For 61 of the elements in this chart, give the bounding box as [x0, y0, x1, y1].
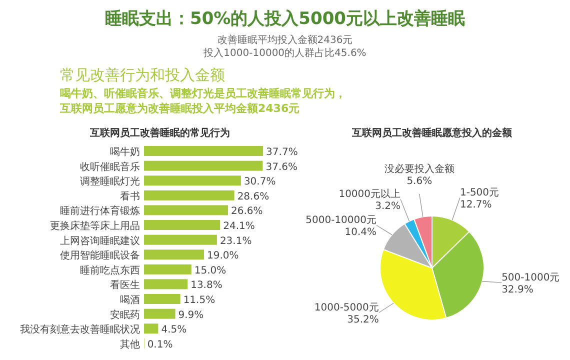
y-tick-label: 调整睡眠灯光 [80, 176, 140, 188]
data-label: 11.5% [183, 295, 216, 306]
data-label: 37.7% [266, 147, 298, 158]
slice-label: 5000-10000元 [306, 215, 377, 226]
slice-label: 10000元以上 [338, 188, 401, 200]
bar [144, 220, 220, 230]
y-tick-label: 喝酒 [120, 294, 140, 306]
slice-label: 1-500元 [460, 188, 500, 199]
data-label: 9.9% [178, 310, 204, 321]
text: 互联网员工愿意为改善睡眠投入平均金额2436元 [59, 102, 300, 115]
data-label: 30.7% [244, 176, 276, 188]
bar [144, 146, 264, 156]
bar [144, 205, 228, 216]
data-label: 12.7% [460, 200, 492, 211]
y-tick-label: 收听催眠音乐 [80, 160, 140, 173]
bar [144, 308, 176, 319]
data-label: 3.2% [375, 201, 401, 212]
bar [144, 160, 263, 171]
chart-title: 互联网员工改善睡眠愿意投入的金额 [351, 127, 513, 139]
text: 睡眠支出：50%的人投入5000元以上改善睡眠 [104, 8, 466, 29]
bar [144, 250, 204, 260]
bar [144, 190, 234, 200]
y-tick-label: 看书 [120, 190, 140, 202]
y-tick-label: 安眠药 [110, 308, 140, 321]
data-label: 10.4% [344, 227, 377, 238]
data-label: 19.0% [207, 250, 239, 262]
bar [144, 176, 241, 186]
data-label: 0.1% [147, 339, 173, 350]
data-label: 26.6% [231, 206, 263, 218]
y-tick-label: 看医生 [110, 279, 140, 292]
text: 改善睡眠平均投入金额2436元 [217, 34, 353, 46]
y-tick-label: 睡前进行体育锻炼 [60, 205, 140, 218]
bar [144, 324, 158, 334]
bar [144, 279, 188, 290]
data-label: 13.8% [190, 280, 222, 292]
data-label: 32.9% [502, 284, 534, 296]
data-label: 5.6% [406, 176, 432, 187]
slice-label: 500-1000元 [502, 272, 560, 284]
y-tick-label: 我没有刻意去改善睡眠状况 [20, 324, 140, 336]
slice-label: 1000-5000元 [314, 302, 379, 314]
data-label: 4.5% [161, 324, 187, 336]
data-label: 37.6% [266, 162, 298, 173]
y-tick-label: 喝牛奶 [110, 146, 140, 158]
bar [144, 294, 180, 304]
text: 常见改善行为和投入金额 [60, 66, 225, 84]
y-tick-label: 更换床垫等床上用品 [50, 220, 140, 232]
bar [144, 234, 217, 245]
y-tick-label: 上网咨询睡眠建议 [60, 234, 140, 247]
y-tick-label: 使用智能睡眠设备 [60, 250, 140, 262]
y-tick-label: 其他 [120, 338, 140, 350]
data-label: 24.1% [223, 221, 255, 232]
data-label: 23.1% [220, 236, 252, 247]
chart-title: 互联网员工改善睡眠的常见行为 [89, 127, 230, 139]
text: 喝牛奶、听催眠音乐、调整灯光是员工改善睡眠常见行为， [60, 87, 346, 100]
data-label: 28.6% [237, 191, 270, 202]
data-label: 15.0% [194, 265, 226, 276]
slice-label: 没必要投入金额 [384, 163, 454, 175]
bar [144, 264, 192, 274]
text: 投入1000-10000的人群占比45.6% [202, 47, 366, 59]
data-label: 35.2% [347, 314, 379, 326]
y-tick-label: 睡前吃点东西 [80, 264, 140, 276]
